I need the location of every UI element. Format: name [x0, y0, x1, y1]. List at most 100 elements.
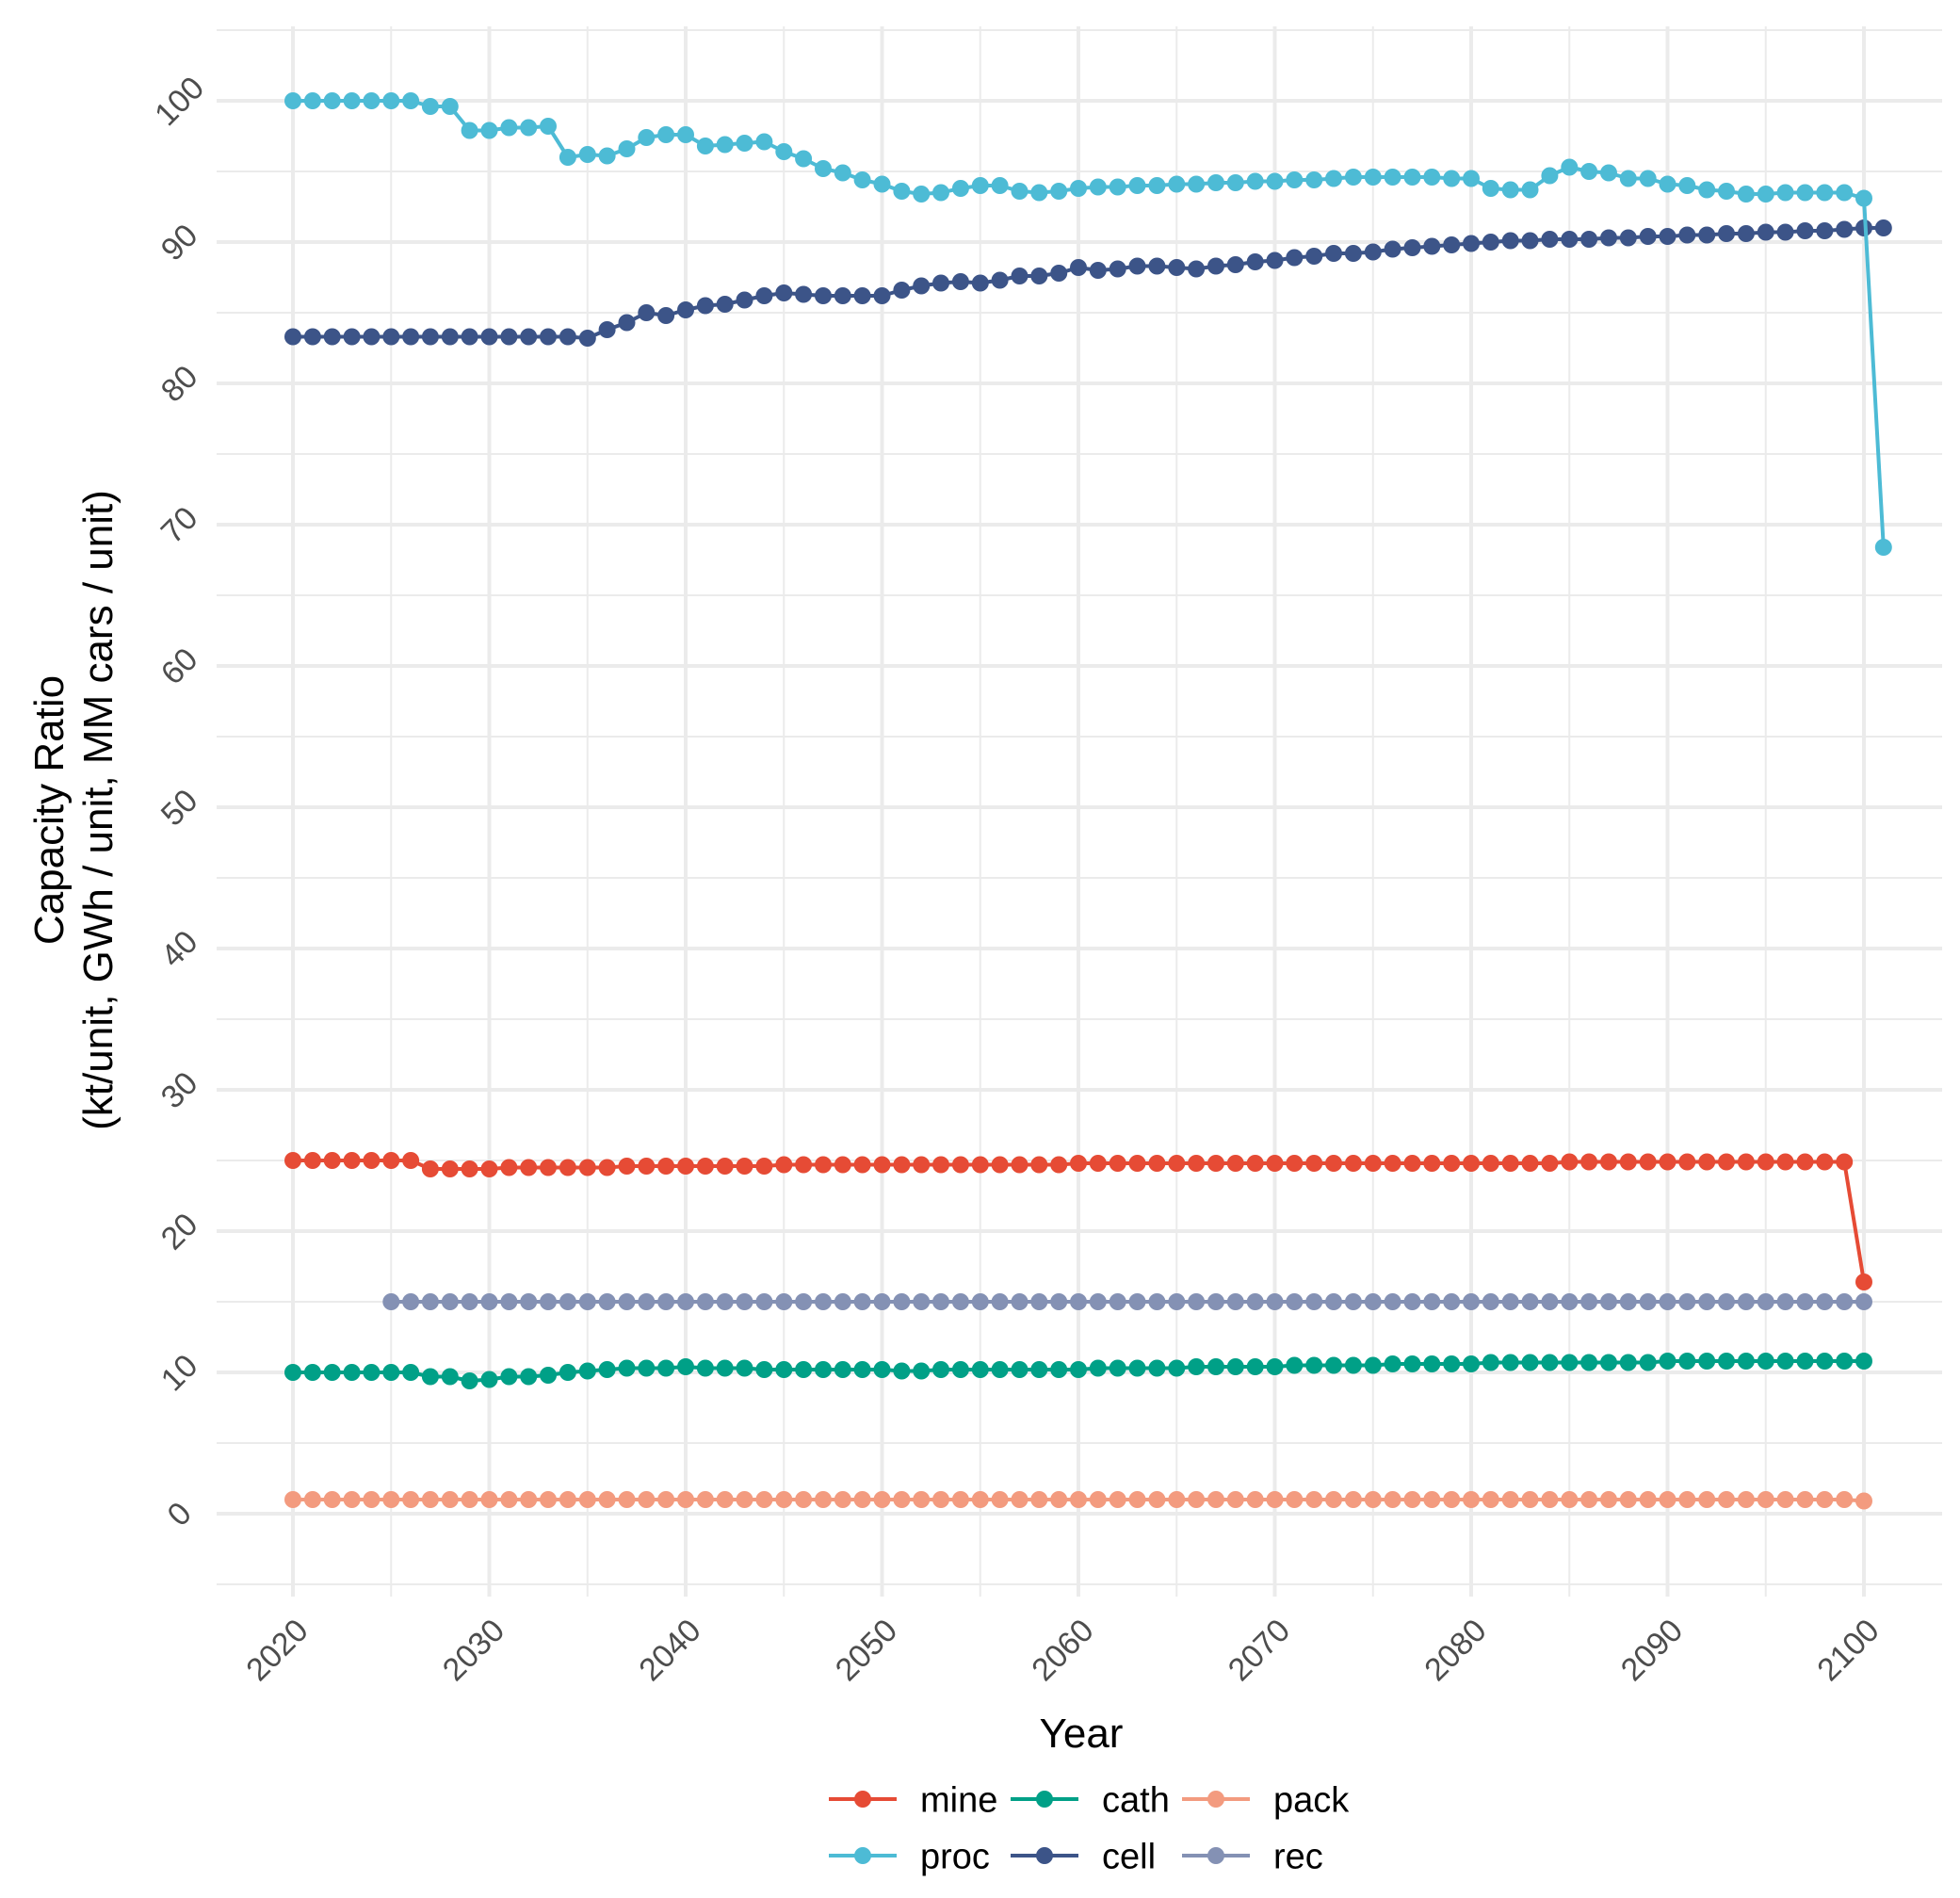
data-point-cell — [1344, 245, 1362, 262]
data-point-mine — [1384, 1155, 1401, 1172]
data-point-pack — [1737, 1491, 1755, 1508]
data-point-cath — [500, 1368, 518, 1386]
data-point-rec — [1816, 1293, 1834, 1310]
grid — [217, 26, 1942, 1597]
data-point-proc — [1521, 181, 1539, 199]
data-point-cath — [1855, 1353, 1872, 1370]
data-point-rec — [1364, 1293, 1382, 1310]
data-point-pack — [1070, 1491, 1087, 1508]
data-point-proc — [1168, 175, 1186, 193]
data-point-cell — [441, 328, 459, 346]
data-point-cell — [971, 274, 989, 292]
data-point-mine — [893, 1156, 911, 1174]
data-point-proc — [1148, 177, 1166, 194]
data-point-mine — [1188, 1155, 1206, 1172]
data-point-cath — [1089, 1359, 1107, 1377]
data-point-pack — [1561, 1491, 1579, 1508]
data-point-pack — [795, 1491, 813, 1508]
legend-key-point — [1207, 1791, 1224, 1808]
data-point-cath — [951, 1361, 969, 1378]
data-point-cell — [1501, 232, 1519, 250]
data-point-pack — [1050, 1491, 1068, 1508]
data-point-cell — [1659, 228, 1677, 245]
data-point-proc — [1089, 178, 1107, 196]
data-point-cath — [834, 1361, 851, 1378]
data-point-rec — [1443, 1293, 1461, 1310]
data-point-cath — [1836, 1353, 1854, 1370]
data-point-pack — [1659, 1491, 1677, 1508]
data-point-cell — [598, 321, 616, 338]
data-point-proc — [1128, 177, 1146, 194]
data-point-rec — [716, 1293, 734, 1310]
data-point-cell — [1482, 234, 1499, 251]
data-point-cath — [1796, 1353, 1814, 1370]
data-point-cell — [696, 297, 714, 315]
data-point-cell — [1776, 223, 1794, 241]
data-point-proc — [578, 146, 596, 163]
legend-label: mine — [920, 1780, 997, 1820]
data-point-mine — [559, 1159, 576, 1176]
data-point-mine — [1089, 1155, 1107, 1172]
data-point-cath — [1659, 1353, 1677, 1370]
data-point-cell — [382, 328, 400, 346]
data-point-rec — [815, 1293, 832, 1310]
data-point-cell — [1639, 228, 1657, 245]
y-axis-title-line-1: Capacity Ratio — [26, 675, 73, 945]
data-point-rec — [1226, 1293, 1244, 1310]
data-point-rec — [461, 1293, 478, 1310]
data-point-cell — [520, 328, 538, 346]
data-point-rec — [500, 1293, 518, 1310]
data-point-proc — [1678, 177, 1696, 194]
data-point-cath — [1561, 1354, 1579, 1371]
data-point-cath — [363, 1364, 381, 1381]
data-point-cell — [1757, 223, 1774, 241]
data-point-proc — [1600, 164, 1617, 182]
series-line-proc — [293, 99, 1886, 548]
data-point-mine — [1482, 1155, 1499, 1172]
data-point-rec — [1070, 1293, 1087, 1310]
data-point-pack — [1639, 1491, 1657, 1508]
data-point-mine — [303, 1152, 321, 1169]
data-point-mine — [284, 1152, 301, 1169]
data-point-mine — [421, 1160, 439, 1177]
data-point-cell — [1600, 229, 1617, 247]
data-point-cell — [402, 328, 420, 346]
data-point-mine — [913, 1156, 931, 1174]
data-point-rec — [696, 1293, 714, 1310]
data-point-rec — [873, 1293, 891, 1310]
legend-item-pack: pack — [1182, 1780, 1350, 1820]
data-point-pack — [716, 1491, 734, 1508]
data-point-rec — [736, 1293, 753, 1310]
data-point-rec — [1109, 1293, 1126, 1310]
data-point-pack — [363, 1491, 381, 1508]
data-point-pack — [1776, 1491, 1794, 1508]
data-point-mine — [598, 1159, 616, 1176]
data-point-cell — [1541, 231, 1559, 248]
data-point-pack — [1344, 1491, 1362, 1508]
data-point-rec — [795, 1293, 813, 1310]
data-point-rec — [1737, 1293, 1755, 1310]
data-point-pack — [559, 1491, 576, 1508]
data-point-rec — [1600, 1293, 1617, 1310]
data-point-proc — [461, 122, 478, 139]
data-point-pack — [1443, 1491, 1461, 1508]
data-point-proc — [795, 150, 813, 168]
data-point-rec — [1561, 1293, 1579, 1310]
data-point-mine — [1266, 1155, 1284, 1172]
data-point-proc — [1344, 169, 1362, 186]
data-point-pack — [893, 1491, 911, 1508]
data-point-rec — [421, 1293, 439, 1310]
legend-key-point — [854, 1847, 871, 1864]
data-point-proc — [638, 129, 656, 146]
data-point-cell — [1325, 245, 1342, 262]
series-mine — [284, 1152, 1872, 1290]
data-point-cath — [1718, 1353, 1735, 1370]
data-point-pack — [1148, 1491, 1166, 1508]
legend-key-point — [1036, 1847, 1053, 1864]
data-point-rec — [441, 1293, 459, 1310]
data-point-cath — [1384, 1355, 1401, 1372]
data-point-cell — [1384, 240, 1401, 258]
data-point-cath — [1580, 1354, 1598, 1371]
data-point-cath — [1325, 1356, 1342, 1374]
data-point-rec — [1639, 1293, 1657, 1310]
